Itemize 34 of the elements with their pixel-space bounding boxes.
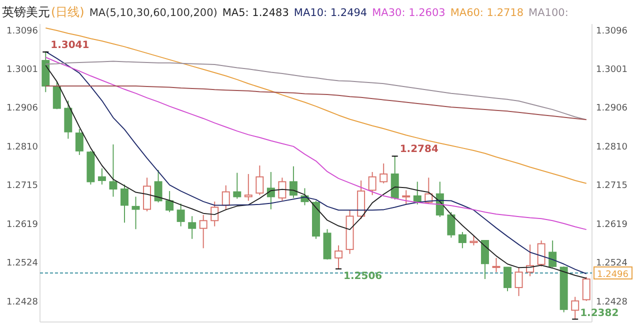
ytick: 1.2715 (6, 181, 38, 192)
legend-item: MA100: (528, 7, 568, 19)
note: 1.3041 (42, 40, 90, 52)
note: 1.2784 (391, 144, 438, 157)
y2tick: 1.3096 (596, 26, 628, 37)
ref-line-label: 1.2496 (597, 270, 629, 280)
ytick: 1.2428 (6, 298, 38, 308)
y2tick: 1.3001 (596, 65, 628, 76)
legend-item: MA10: 1.2494 (294, 7, 368, 19)
legend-item: MA5: 1.2483 (222, 7, 289, 19)
y2tick: 1.2619 (596, 220, 628, 230)
title: 英镑美元 (2, 5, 50, 19)
note: 1.2506 (335, 268, 382, 282)
ytick: 1.2810 (6, 142, 38, 153)
ytick: 1.2619 (6, 220, 38, 230)
annotation: 1.2382 (580, 308, 619, 320)
ytick: 1.2906 (6, 104, 38, 114)
legend-item: MA60: 1.2718 (450, 7, 524, 19)
ref-label: 1.2496 (594, 266, 632, 280)
y2tick: 1.2715 (596, 181, 628, 192)
note: 1.2382 (572, 308, 619, 320)
y2tick: 1.2524 (596, 258, 628, 269)
annotation: 1.3041 (50, 40, 90, 51)
ytick: 1.3096 (6, 26, 38, 37)
annotation: MA(5,10,30,60,100,200) (89, 7, 218, 19)
legend-item: MA30: 1.2603 (372, 7, 446, 19)
y2tick: 1.2810 (596, 142, 628, 153)
ytick: 1.3001 (6, 65, 38, 76)
annotation: 1.2784 (400, 144, 438, 156)
y2tick: 1.2906 (596, 104, 628, 114)
subtitle: (日线) (51, 5, 84, 19)
y2tick: 1.2428 (596, 298, 628, 308)
ytick: 1.2524 (6, 258, 38, 269)
annotation: 1.2506 (344, 270, 382, 282)
